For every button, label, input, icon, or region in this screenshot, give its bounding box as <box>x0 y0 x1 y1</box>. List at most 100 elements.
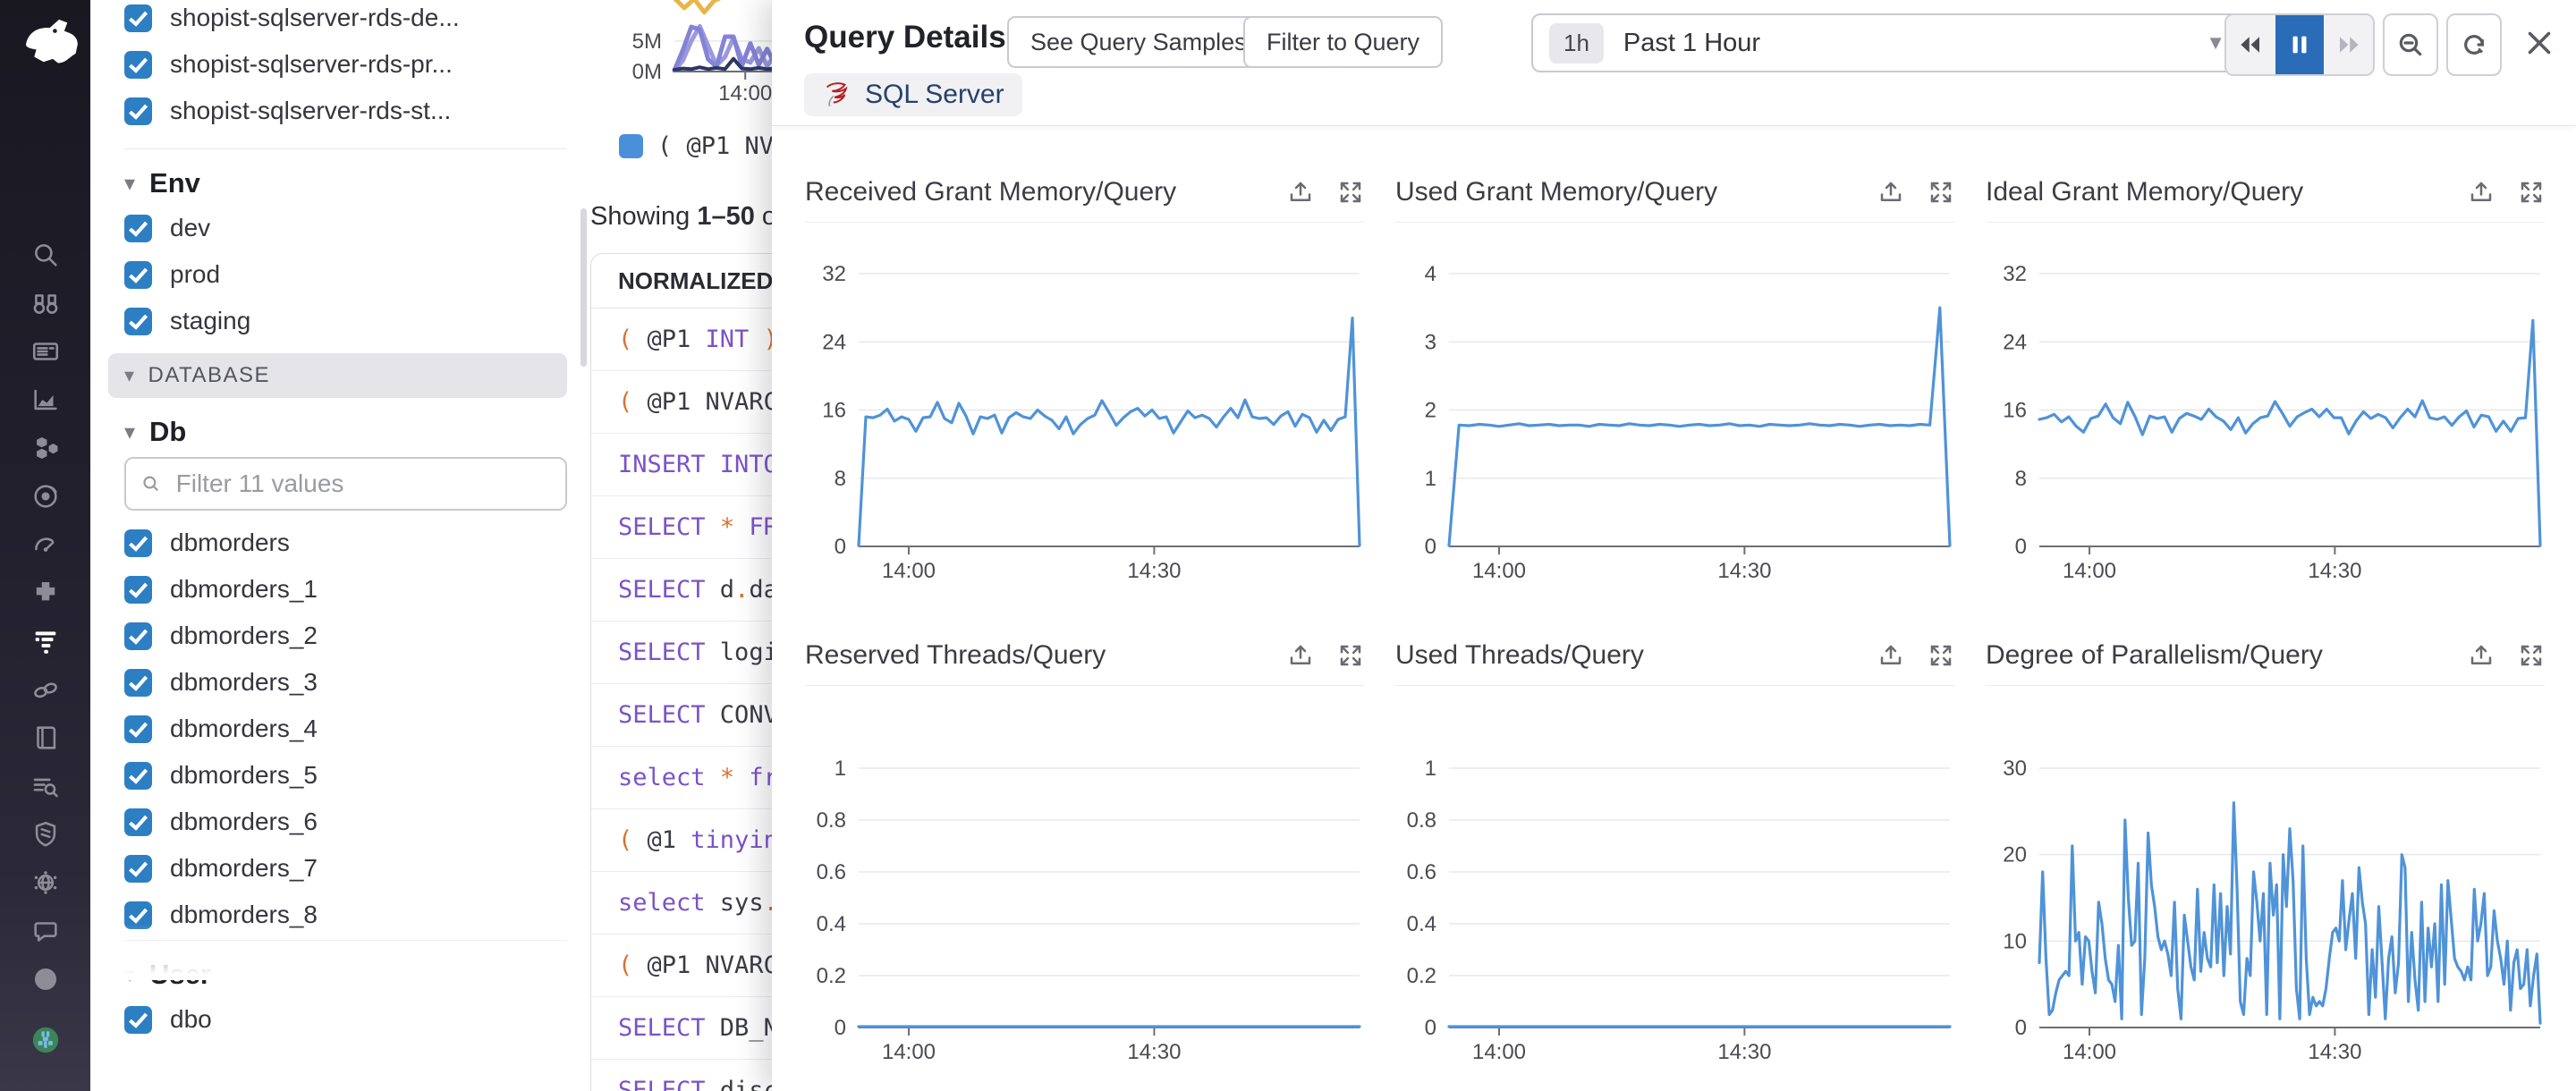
svg-text:16: 16 <box>2003 399 2027 423</box>
checkbox-checked[interactable] <box>124 50 152 79</box>
user-section-header[interactable]: ▾ User <box>124 953 567 996</box>
checkbox-checked[interactable] <box>124 4 152 32</box>
network-globe-icon[interactable] <box>0 858 90 907</box>
infrastructure-list-icon[interactable] <box>0 327 90 376</box>
checkbox-checked[interactable] <box>124 622 152 650</box>
legend-label: ( @P1 NV <box>657 132 775 160</box>
checkbox-checked[interactable] <box>124 854 152 883</box>
db-filter-item[interactable]: dbmorders_7 <box>124 845 567 892</box>
checkbox-checked[interactable] <box>124 901 152 929</box>
host-filter-item[interactable]: shopist-sqlserver-rds-de... <box>124 0 567 41</box>
env-section-header[interactable]: ▾ Env <box>124 162 567 205</box>
export-chart-icon[interactable] <box>2468 179 2495 206</box>
checkbox-checked[interactable] <box>124 808 152 836</box>
checkbox-checked[interactable] <box>124 575 152 604</box>
db-filter-item[interactable]: dbmorders_3 <box>124 659 567 706</box>
database-monitoring-icon-active[interactable] <box>0 617 90 665</box>
time-range-dropdown[interactable]: 1h Past 1 Hour ▼ <box>1531 13 2243 72</box>
apm-target-icon[interactable] <box>0 472 90 520</box>
expand-chart-icon[interactable] <box>2518 179 2545 206</box>
security-shield-icon[interactable] <box>0 810 90 858</box>
export-chart-icon[interactable] <box>2468 642 2495 669</box>
export-chart-icon[interactable] <box>1877 642 1904 669</box>
watchdog-binoculars-icon[interactable] <box>0 279 90 327</box>
checkbox-checked[interactable] <box>124 260 152 289</box>
db-filter-input[interactable] <box>174 469 551 499</box>
database-group-header[interactable]: ▾ DATABASE <box>108 353 567 398</box>
help-icon[interactable]: ? <box>0 955 90 1003</box>
see-query-samples-button[interactable]: See Query Samples <box>1007 16 1270 68</box>
service-modules-icon[interactable] <box>0 424 90 472</box>
db-filter-item[interactable]: dbmorders <box>124 520 567 566</box>
refresh-button[interactable] <box>2446 13 2502 76</box>
checkbox-checked[interactable] <box>124 715 152 743</box>
user-avatar[interactable] <box>0 1016 90 1064</box>
rewind-button[interactable] <box>2226 15 2275 74</box>
env-filter-item[interactable]: dev <box>124 205 567 251</box>
db-filter-item[interactable]: dbmorders_6 <box>124 799 567 845</box>
close-icon[interactable] <box>2518 21 2561 64</box>
db-filter-item[interactable]: dbmorders_4 <box>124 706 567 752</box>
expand-chart-icon[interactable] <box>1928 179 1954 206</box>
user-filter-item[interactable]: dbo <box>124 996 567 1043</box>
svg-text:4: 4 <box>1425 262 1436 286</box>
db-filter-searchbox[interactable] <box>124 457 567 511</box>
db-filter-item[interactable]: dbmorders_5 <box>124 752 567 799</box>
export-chart-icon[interactable] <box>1287 179 1314 206</box>
metrics-chart-icon[interactable] <box>0 376 90 424</box>
svg-text:0.4: 0.4 <box>817 912 846 936</box>
db-filter-item[interactable]: dbmorders_8 <box>124 892 567 938</box>
checkbox-checked[interactable] <box>124 307 152 335</box>
chart-title: Degree of Parallelism/Query <box>1986 640 2323 670</box>
log-explorer-icon[interactable] <box>0 762 90 810</box>
integrations-puzzle-icon[interactable] <box>0 569 90 617</box>
svg-text:14:00: 14:00 <box>1472 1040 1526 1064</box>
datadog-logo-icon[interactable] <box>13 7 79 70</box>
svg-text:14:30: 14:30 <box>1717 559 1771 583</box>
service-links-icon[interactable] <box>0 665 90 714</box>
notebooks-icon[interactable] <box>0 714 90 762</box>
expand-chart-icon[interactable] <box>1337 179 1364 206</box>
checkbox-checked[interactable] <box>124 761 152 790</box>
svg-text:1: 1 <box>1425 757 1436 781</box>
checkbox-checked[interactable] <box>124 1005 152 1034</box>
sidebar-scrollbar[interactable] <box>580 208 587 367</box>
filter-to-query-button[interactable]: Filter to Query <box>1243 16 1444 68</box>
chat-icon[interactable] <box>0 907 90 955</box>
checkbox-checked[interactable] <box>124 97 152 125</box>
fast-forward-button[interactable] <box>2324 15 2373 74</box>
host-filter-item[interactable]: shopist-sqlserver-rds-st... <box>124 88 567 134</box>
time-range-chip: 1h <box>1549 22 1604 63</box>
sql-server-badge: SQL Server <box>804 73 1022 116</box>
export-chart-icon[interactable] <box>1287 642 1314 669</box>
env-filter-item[interactable]: prod <box>124 251 567 298</box>
svg-text:?: ? <box>40 970 50 988</box>
checkbox-checked[interactable] <box>124 529 152 557</box>
performance-gauge-icon[interactable] <box>0 520 90 569</box>
svg-text:0.6: 0.6 <box>817 860 846 884</box>
query-row[interactable]: SELECT login <box>591 622 1128 684</box>
expand-chart-icon[interactable] <box>2518 642 2545 669</box>
pause-button[interactable] <box>2275 15 2325 74</box>
env-filter-item[interactable]: staging <box>124 298 567 344</box>
mini-chart-legend-item[interactable]: ( @P1 NV <box>619 132 774 160</box>
svg-text:0.8: 0.8 <box>1407 808 1436 833</box>
chart-card-used-grant-memory: Used Grant Memory/Query 4 3 2 1 0 14:00 14:30 <box>1395 163 1954 594</box>
svg-text:20: 20 <box>2003 843 2027 867</box>
user-filter-label: dbo <box>170 1005 212 1033</box>
host-filter-item[interactable]: shopist-sqlserver-rds-pr... <box>124 41 567 88</box>
expand-chart-icon[interactable] <box>1928 642 1954 669</box>
checkbox-checked[interactable] <box>124 214 152 242</box>
expand-chart-icon[interactable] <box>1337 642 1364 669</box>
chart-title: Ideal Grant Memory/Query <box>1986 177 2304 207</box>
export-chart-icon[interactable] <box>1877 179 1904 206</box>
db-section-header[interactable]: ▾ Db <box>124 410 567 453</box>
db-filter-item[interactable]: dbmorders_1 <box>124 566 567 613</box>
zoom-out-button[interactable] <box>2383 13 2438 76</box>
svg-text:0.6: 0.6 <box>1407 860 1436 884</box>
db-filter-item[interactable]: dbmorders_2 <box>124 613 567 659</box>
chart-card-received-grant-memory: Received Grant Memory/Query 32 24 16 8 0 14:0… <box>805 163 1364 594</box>
checkbox-checked[interactable] <box>124 668 152 697</box>
search-icon[interactable] <box>0 231 90 279</box>
chart-card-degree-of-parallelism: Degree of Parallelism/Query 30 20 10 0 14:00… <box>1986 626 2545 1084</box>
